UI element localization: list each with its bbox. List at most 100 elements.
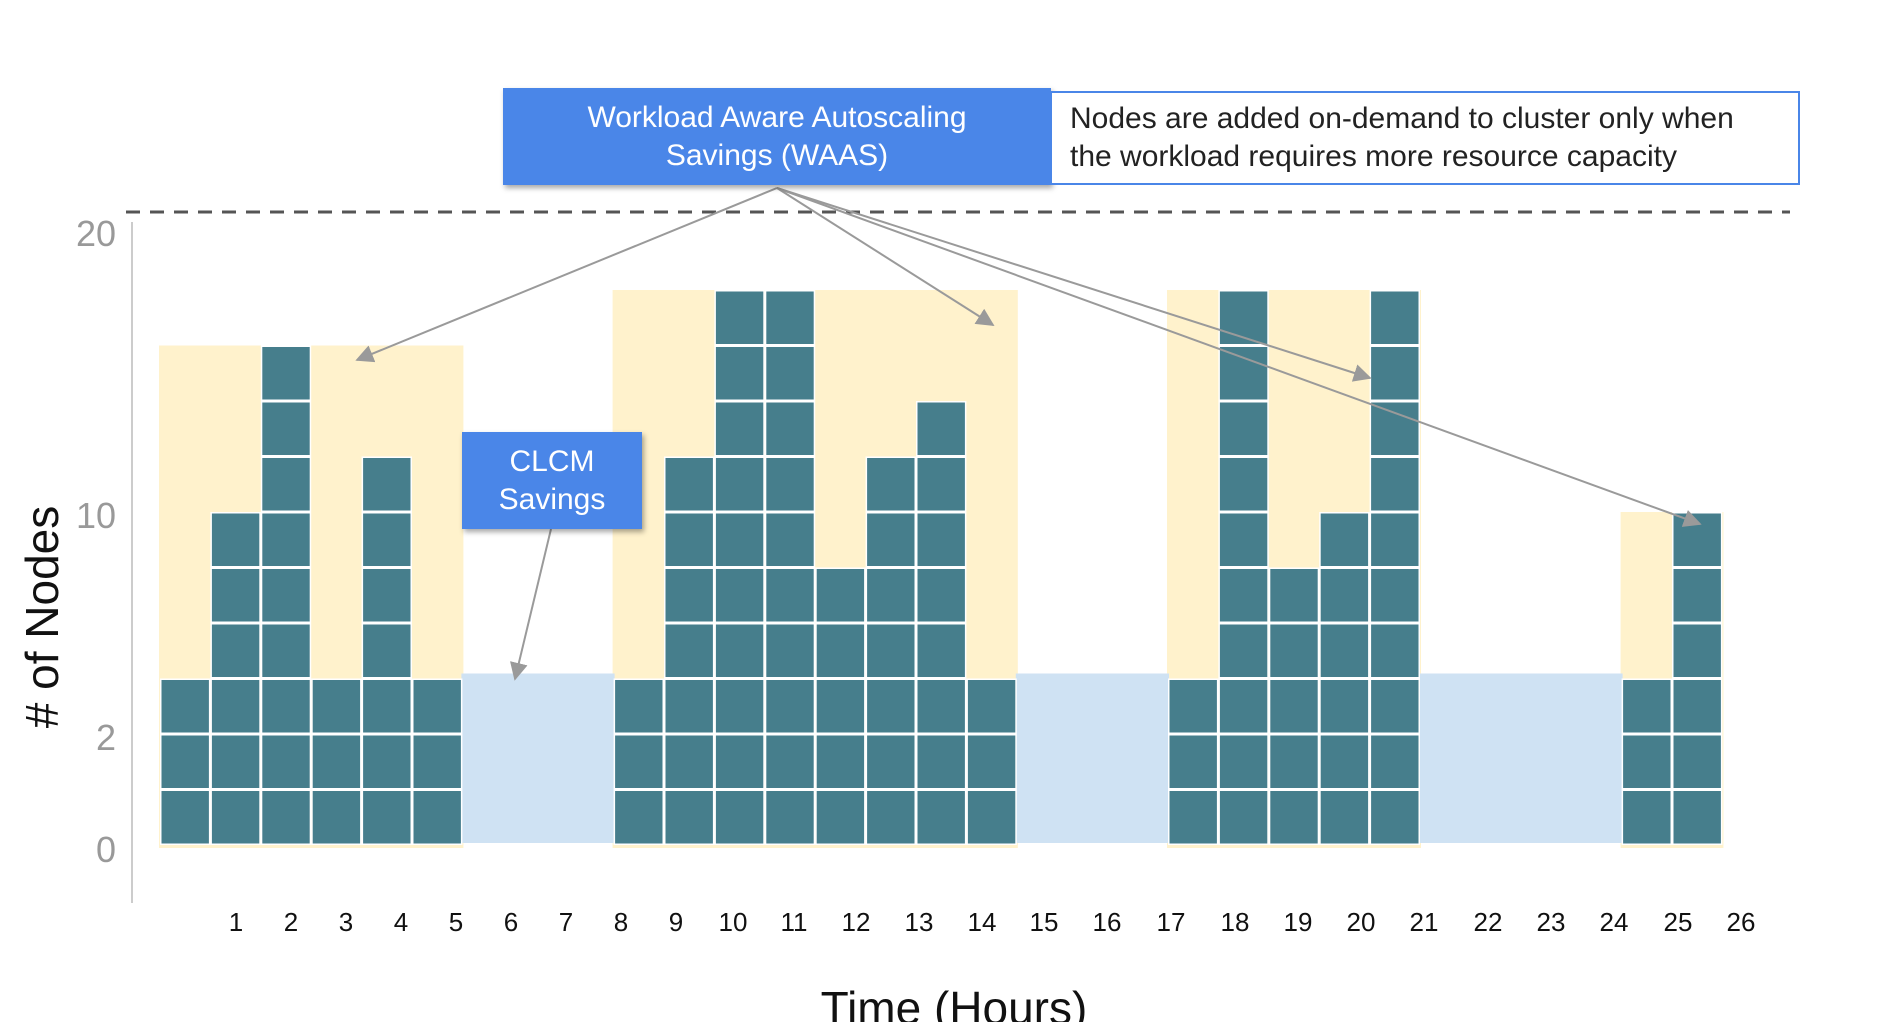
node-cell [764, 456, 816, 512]
x-tick-label: 24 [1600, 907, 1629, 937]
x-tick-label: 26 [1727, 907, 1756, 937]
node-cell [210, 734, 261, 790]
node-cell [815, 567, 866, 623]
x-tick-label: 23 [1537, 907, 1566, 937]
node-cell [160, 734, 211, 790]
node-cell [764, 345, 816, 401]
node-cell [664, 567, 715, 623]
waas-savings-callout: Workload Aware Autoscaling Savings (WAAS… [503, 88, 1051, 185]
node-cell [1369, 290, 1420, 346]
node-cell [714, 789, 765, 845]
node-cell [865, 734, 916, 790]
node-cell [260, 512, 312, 568]
waas-callout-line2: Savings (WAAS) [665, 138, 889, 172]
node-cell [865, 567, 916, 623]
node-cell [865, 456, 916, 512]
node-cell [865, 512, 916, 568]
node-cell [714, 567, 765, 623]
x-tick-label: 4 [394, 907, 408, 937]
node-cell [361, 567, 413, 623]
node-cell [764, 567, 816, 623]
node-cell [664, 623, 715, 679]
node-cell [210, 678, 261, 734]
node-cell [664, 789, 715, 845]
note-line2: the workload requires more resource capa… [1070, 140, 1677, 173]
node-cell [613, 789, 664, 845]
x-tick-label: 7 [559, 907, 573, 937]
y-tick-label: 0 [96, 829, 116, 870]
node-cell [916, 623, 967, 679]
node-cell [260, 734, 312, 790]
node-cell [361, 678, 413, 734]
node-cell [815, 623, 866, 679]
x-tick-label: 8 [614, 907, 628, 937]
node-cell [260, 401, 312, 457]
node-cell [714, 345, 765, 401]
x-tick-label: 1 [229, 907, 243, 937]
node-cell [1369, 789, 1420, 845]
node-cell [916, 567, 967, 623]
node-cell [664, 734, 715, 790]
y-tick-label: 2 [96, 717, 116, 758]
node-cell [210, 789, 261, 845]
node-cell [714, 456, 765, 512]
x-tick-label: 18 [1221, 907, 1250, 937]
node-cell [966, 734, 1017, 790]
node-cell [1369, 567, 1420, 623]
node-cell [1218, 456, 1269, 512]
node-bars [160, 290, 1723, 845]
node-cell [1369, 456, 1420, 512]
node-cell [916, 401, 967, 457]
x-tick-labels: 1 2 3 4 5 6 7 8 9 10 11 12 13 14 15 16 17 18 19 20 21 22 23 24 2… [229, 907, 1756, 937]
waas-callout-line1: Workload Aware Autoscaling [587, 100, 967, 134]
clcm-savings-region-2 [461, 673, 615, 843]
node-cell [815, 789, 866, 845]
node-cell [714, 623, 765, 679]
arrow-clcm-to-gap [510, 528, 552, 681]
node-cell [865, 623, 916, 679]
node-cell [260, 789, 312, 845]
node-cell [1168, 789, 1219, 845]
node-cell [361, 456, 413, 512]
node-cell [916, 512, 967, 568]
node-cell [815, 678, 866, 734]
node-cell [966, 678, 1017, 734]
x-tick-label: 12 [842, 907, 871, 937]
node-cell [1168, 734, 1219, 790]
node-cell [916, 734, 967, 790]
node-cell [865, 789, 916, 845]
node-cell [1369, 623, 1420, 679]
node-cell [160, 789, 211, 845]
node-cell [1268, 623, 1320, 679]
node-cell [764, 401, 816, 457]
node-cell [966, 789, 1017, 845]
node-cell [1168, 678, 1219, 734]
clcm-savings-regions [461, 673, 1623, 843]
x-tick-label: 22 [1474, 907, 1503, 937]
node-cell [1621, 678, 1672, 734]
clcm-savings-region-6 [1419, 673, 1623, 843]
node-cell [1218, 512, 1269, 568]
node-cell [664, 512, 715, 568]
node-cell [210, 567, 261, 623]
x-tick-label: 21 [1410, 907, 1439, 937]
node-cell [916, 789, 967, 845]
node-cell [160, 678, 211, 734]
x-tick-label: 9 [669, 907, 683, 937]
x-tick-label: 2 [284, 907, 298, 937]
node-cell [311, 734, 362, 790]
clcm-callout-line1: CLCM [509, 444, 595, 478]
node-cell [764, 734, 816, 790]
node-cell [714, 401, 765, 457]
x-tick-label: 6 [504, 907, 518, 937]
node-cell [361, 734, 413, 790]
autoscaling-note: Nodes are added on-demand to cluster onl… [1050, 91, 1800, 185]
node-cell [714, 512, 765, 568]
node-cell [1218, 401, 1269, 457]
node-cell [210, 512, 261, 568]
node-cell [1319, 678, 1370, 734]
node-cell [714, 290, 765, 346]
arrow-waas-to-second-block [776, 187, 995, 326]
node-cell [1218, 290, 1269, 346]
